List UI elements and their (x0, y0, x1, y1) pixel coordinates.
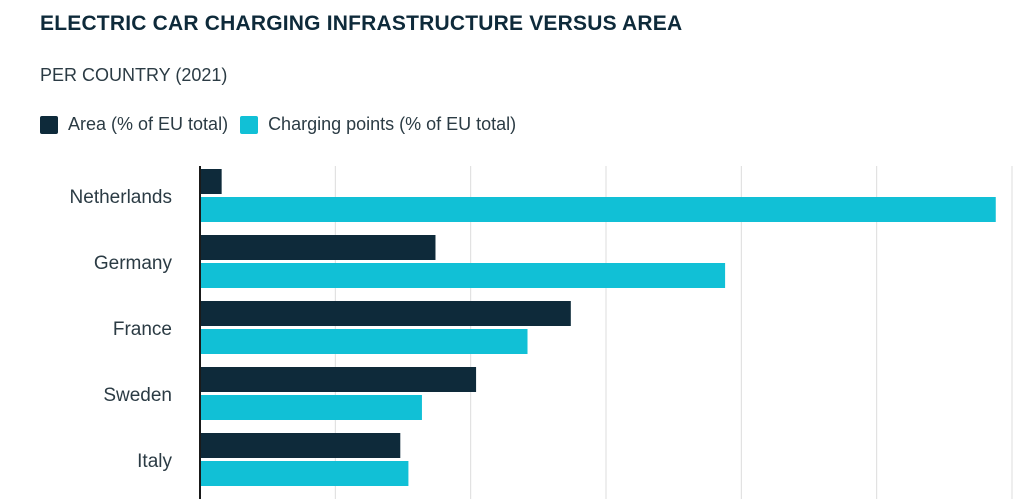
legend-label-charging: Charging points (% of EU total) (268, 114, 517, 134)
legend-item-area: Area (% of EU total) (40, 114, 228, 135)
bar-france-charging (200, 329, 528, 354)
bar-sweden-charging (200, 395, 422, 420)
chart-title: ELECTRIC CAR CHARGING INFRASTRUCTURE VER… (40, 12, 683, 35)
legend-label-area: Area (% of EU total) (68, 114, 229, 134)
bar-germany-charging (200, 263, 726, 288)
chart-subtitle: PER COUNTRY (2021) (40, 65, 228, 85)
bar-germany-area (200, 235, 436, 260)
bar-netherlands-area (200, 169, 222, 194)
bar-netherlands-charging (200, 197, 996, 222)
legend-item-charging: Charging points (% of EU total) (240, 114, 516, 135)
category-label-france: France (113, 319, 172, 340)
category-label-sweden: Sweden (103, 385, 172, 406)
bar-france-area (200, 301, 571, 326)
category-label-netherlands: Netherlands (70, 187, 172, 208)
legend-swatch-area (40, 115, 58, 134)
bar-sweden-area (200, 367, 477, 392)
category-label-germany: Germany (94, 253, 173, 274)
bar-italy-area (200, 433, 401, 458)
category-label-italy: Italy (137, 451, 172, 472)
legend-swatch-charging (240, 115, 259, 134)
bar-italy-charging (200, 461, 409, 486)
legend: Area (% of EU total) Charging points (% … (40, 114, 528, 135)
